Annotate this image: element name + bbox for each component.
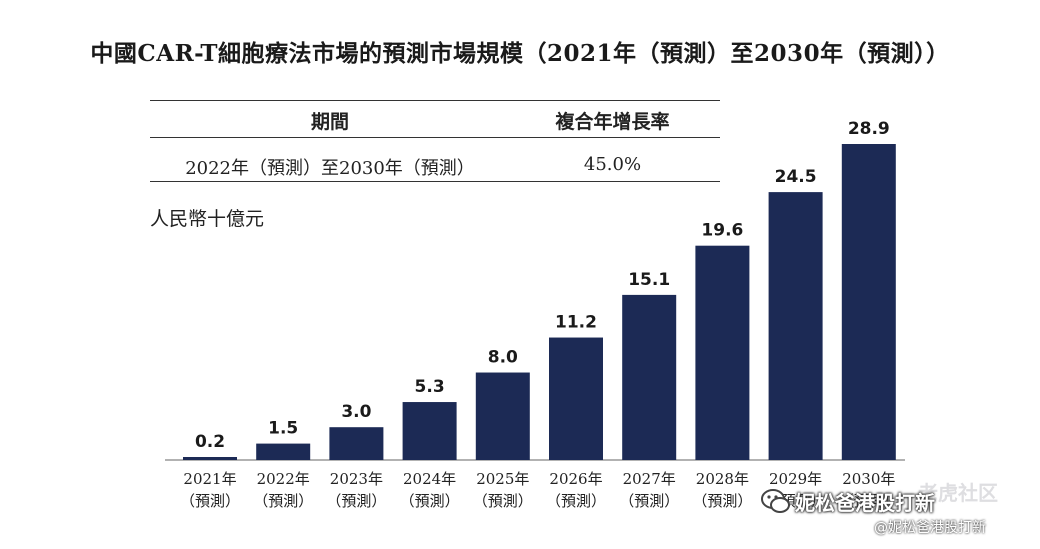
x-tick-label: （預測）	[473, 492, 533, 510]
x-tick-label: 2026年	[549, 470, 602, 488]
x-tick-label: （預測）	[253, 492, 313, 510]
data-label: 1.5	[268, 419, 298, 439]
cagr-header-period: 期間	[310, 111, 349, 133]
bar	[622, 294, 677, 460]
x-tick-label: 2023年	[330, 470, 383, 488]
data-label: 3.0	[341, 402, 371, 422]
bar	[695, 245, 750, 460]
cagr-period: 2022年（預測）至2030年（預測）	[185, 158, 475, 179]
bar	[475, 372, 530, 460]
x-tick-label: 2024年	[403, 470, 456, 488]
cagr-rate: 45.0%	[583, 154, 642, 175]
x-tick-label: 2021年	[183, 470, 236, 488]
bar	[183, 457, 237, 460]
x-tick-label: （預測）	[692, 492, 752, 510]
bar	[329, 427, 384, 460]
data-label: 0.2	[195, 432, 225, 452]
data-label: 24.5	[775, 167, 817, 187]
watermark-wechat: 妮松爸港股打新	[795, 491, 935, 515]
x-tick-label: 2029年	[769, 470, 822, 488]
data-label: 19.6	[701, 221, 743, 241]
x-tick-label: （預測）	[619, 492, 679, 510]
data-label: 8.0	[488, 348, 518, 368]
bar	[768, 192, 823, 461]
data-label: 5.3	[415, 377, 445, 397]
x-tick-label: 2028年	[696, 470, 749, 488]
x-tick-label: 2030年	[842, 470, 895, 488]
x-tick-label: （預測）	[326, 492, 386, 510]
wechat-icon	[761, 489, 790, 513]
watermark-tiger: 老虎社区	[918, 481, 998, 505]
bar	[841, 144, 896, 460]
unit-label: 人民幣十億元	[150, 208, 265, 230]
x-tick-label: 2027年	[623, 470, 676, 488]
bar	[256, 443, 311, 460]
bar	[549, 337, 603, 460]
cagr-header-rate: 複合年增長率	[555, 111, 670, 133]
x-tick-label: （預測）	[839, 492, 899, 510]
data-label: 11.2	[555, 313, 597, 333]
watermark-handle: @妮松爸港股打新	[874, 520, 986, 536]
x-tick-label: （預測）	[180, 492, 240, 510]
bar	[402, 402, 457, 460]
data-label: 15.1	[628, 270, 670, 290]
x-tick-label: 2022年	[257, 470, 310, 488]
x-tick-label: （預測）	[400, 492, 460, 510]
data-label: 28.9	[848, 119, 890, 139]
chart-title: 中國CAR-T細胞療法市場的預測市場規模（2021年（預測）至2030年（預測）…	[90, 40, 950, 67]
x-tick-label: 2025年	[476, 470, 529, 488]
x-tick-label: （預測）	[546, 492, 606, 510]
